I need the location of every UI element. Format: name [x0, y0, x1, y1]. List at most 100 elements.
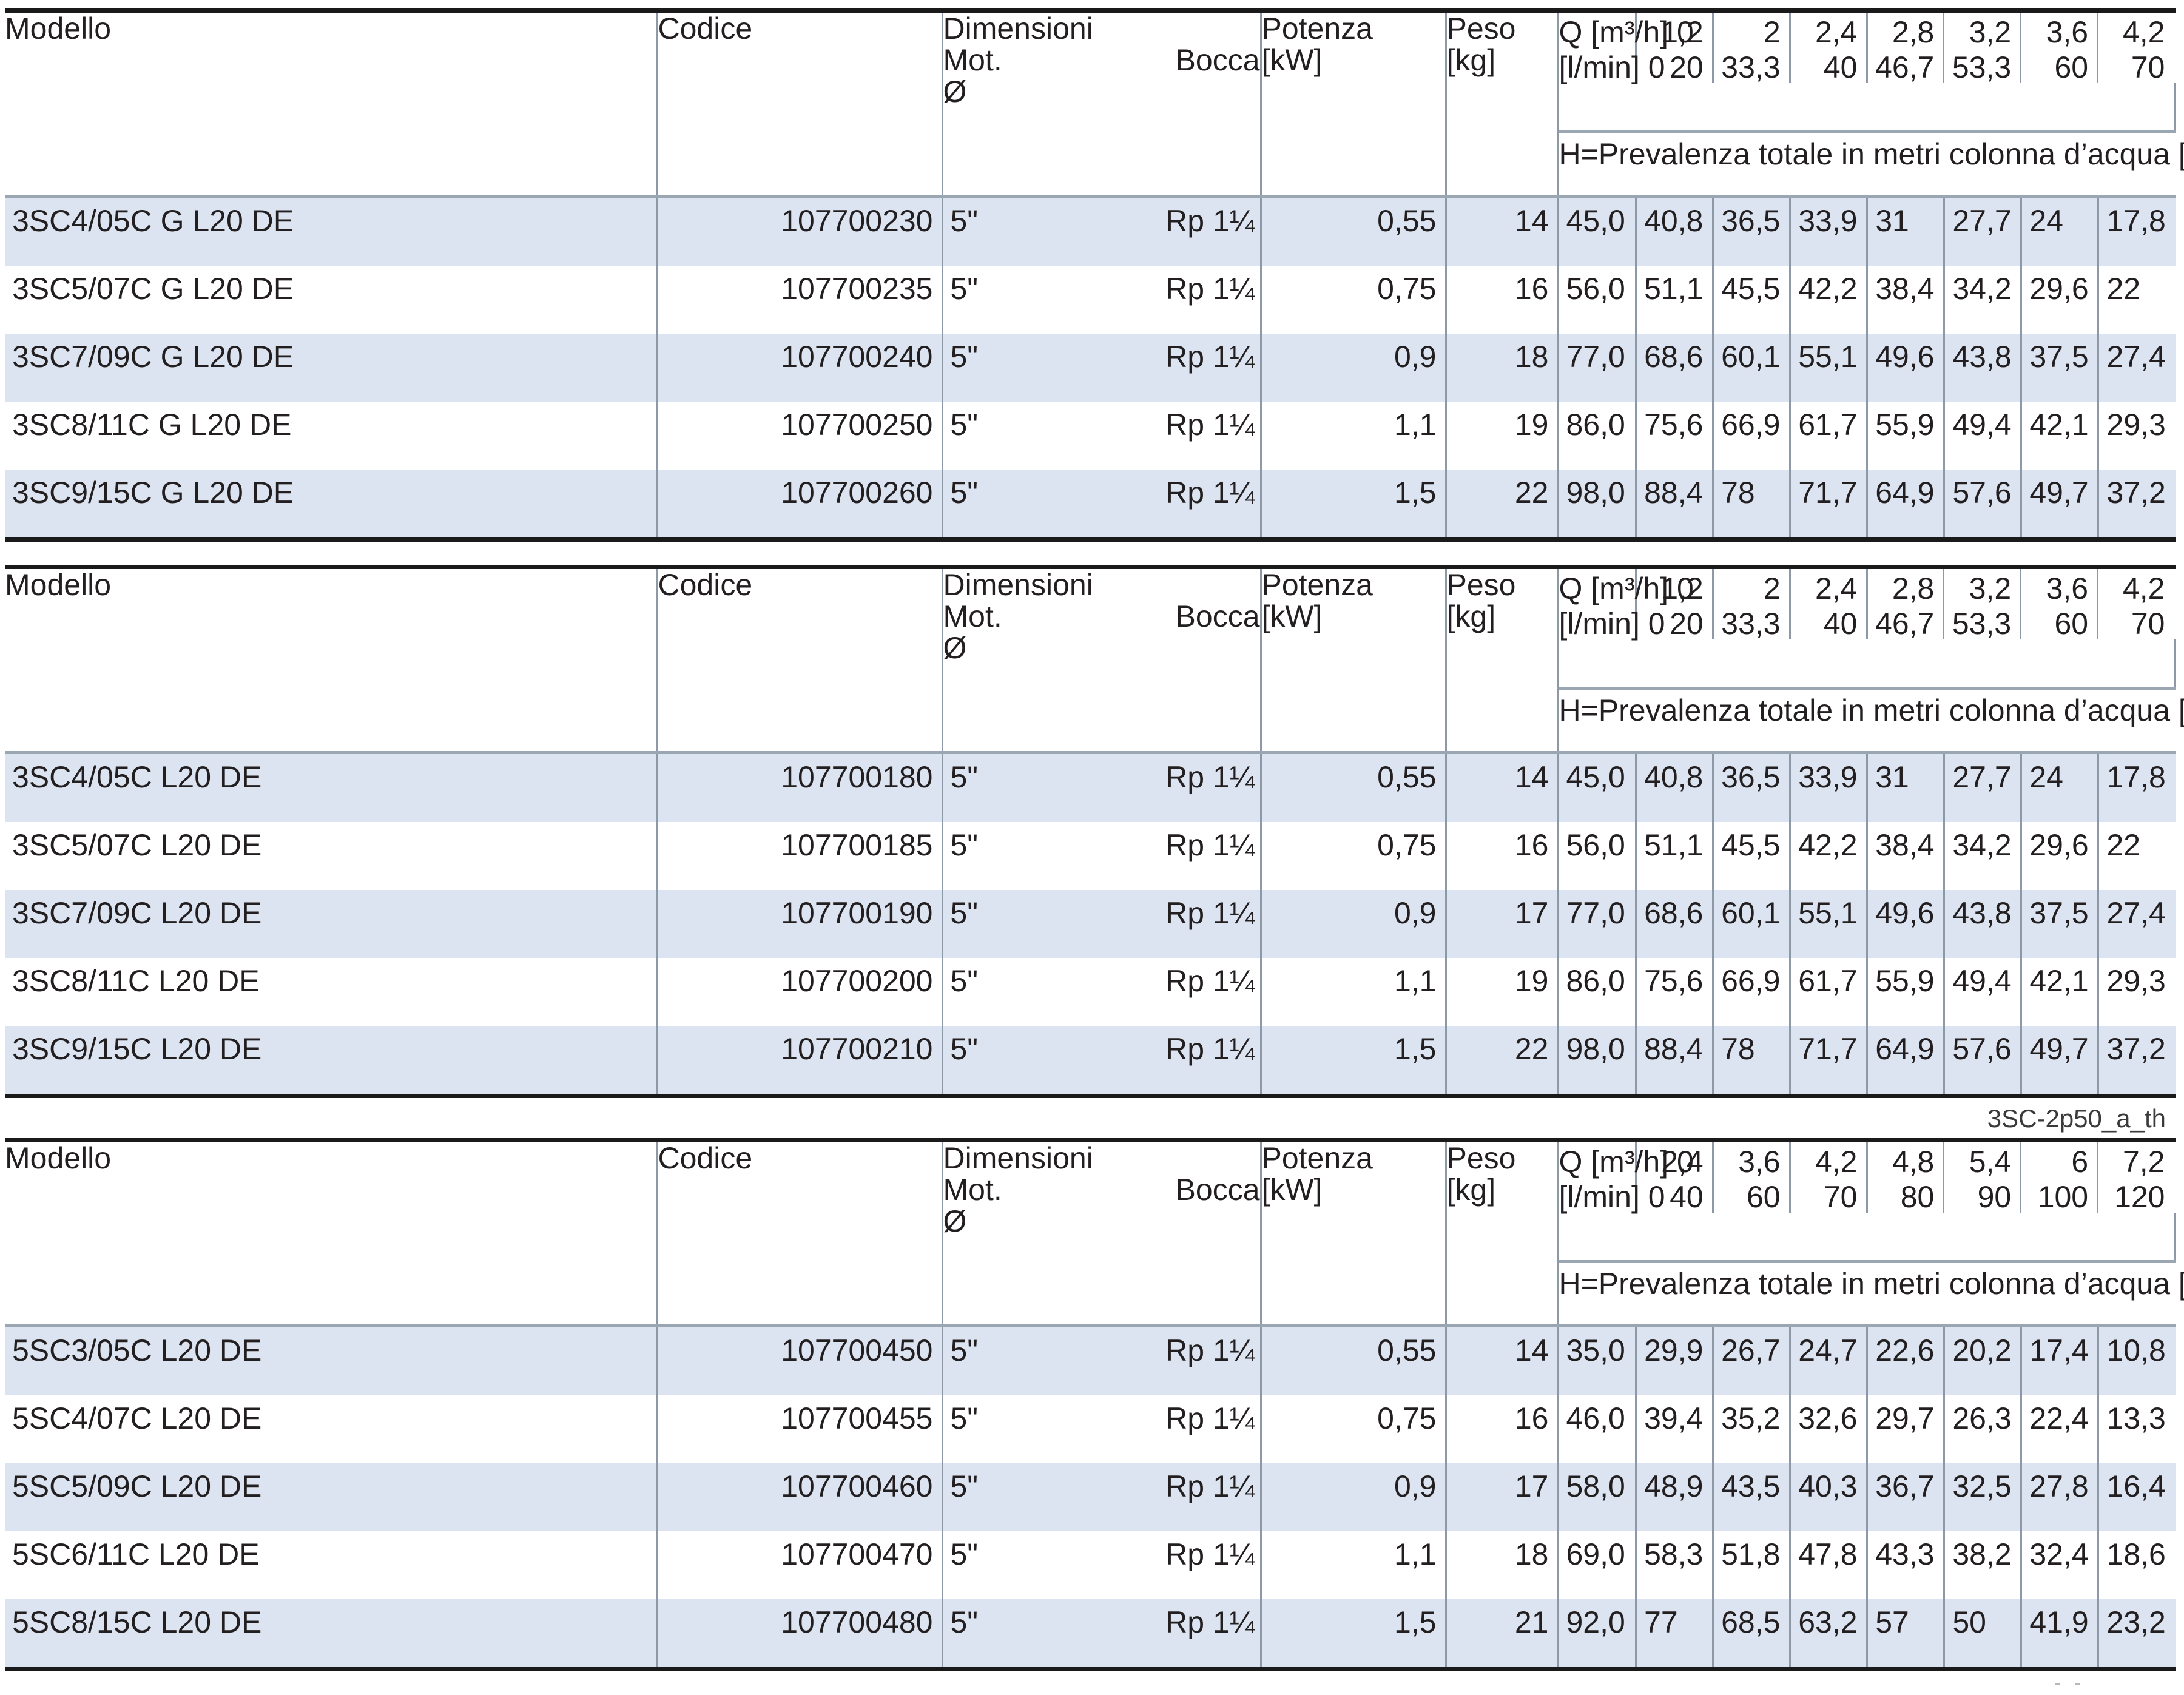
table-row[interactable]: 3SC8/11C G L20 DE 107700250 5" Rp 1¼ 1,1 19 86… — [5, 402, 2176, 470]
head-value-cell: 10,8 — [2106, 1333, 2166, 1367]
cell-head-values: 45,0 40,8 36,5 33,9 31 27,7 24 17,8 — [1558, 754, 2176, 822]
cell-mot-diameter: 5" — [950, 1537, 979, 1571]
col-header-peso: Peso [kg] — [1446, 1142, 1559, 1326]
table-row[interactable]: 3SC9/15C G L20 DE 107700260 5" Rp 1¼ 1,5 22 98… — [5, 470, 2176, 540]
head-value-cell: 40,8 — [1636, 754, 1714, 822]
flow-value-m3h: 2,8 — [1867, 569, 1945, 604]
flow-row-lmin: [l/min] 0 20 33,3 40 46,7 53,3 60 70 — [1559, 48, 2175, 83]
head-value-cell: 46,0 — [1559, 1395, 1637, 1463]
cell-dimensioni: 5" Rp 1¼ — [942, 1463, 1262, 1531]
cell-modello: 5SC5/09C L20 DE — [5, 1463, 658, 1531]
head-legend-row: H=Prevalenza totale in metri colonna d’a… — [1559, 687, 2184, 744]
cell-codice: 107700240 — [657, 334, 943, 402]
flow-value-lmin: 70 — [2131, 50, 2165, 84]
cell-bocca: Rp 1¼ — [1165, 1032, 1255, 1066]
head-value-cell: 17,8 — [2106, 204, 2166, 238]
flow-value-lmin: 20 — [1636, 48, 1714, 83]
head-value-cell: 68,5 — [1713, 1599, 1791, 1667]
head-value-cell: 75,6 — [1636, 958, 1714, 1026]
head-value-cell: 36,5 — [1713, 198, 1791, 266]
cell-dimensioni: 5" Rp 1¼ — [942, 1327, 1262, 1395]
cell-dimensioni: 5" Rp 1¼ — [942, 470, 1262, 540]
head-value-cell: 17,4 — [2021, 1327, 2100, 1395]
head-value-cell: 36,7 — [1867, 1463, 1946, 1531]
table-row[interactable]: 3SC8/11C L20 DE 107700200 5" Rp 1¼ 1,1 19 86,0… — [5, 958, 2176, 1026]
head-value-cell: 45,0 — [1559, 198, 1637, 266]
head-value-cell: 29,6 — [2021, 266, 2100, 334]
cell-codice: 107700210 — [657, 1026, 943, 1096]
cell-potenza: 0,75 — [1261, 266, 1447, 334]
cell-peso: 19 — [1446, 402, 1559, 470]
table-top-rule — [5, 8, 2176, 15]
cell-codice: 107700185 — [657, 822, 943, 890]
flow-value-m3h: 2,4 — [1790, 569, 1868, 604]
head-value-cell: 55,1 — [1790, 890, 1869, 958]
flow-value-lmin: 33,3 — [1713, 604, 1791, 639]
head-value-cell: 49,4 — [1944, 958, 2023, 1026]
cell-peso: 18 — [1446, 334, 1559, 402]
flow-value-lmin: [l/min] 0 — [1559, 1178, 1665, 1213]
flow-value-lmin: 60 — [2020, 48, 2099, 83]
table-row[interactable]: 3SC4/05C L20 DE 107700180 5" Rp 1¼ 0,55 14 45,… — [5, 754, 2176, 822]
head-legend-row: H=Prevalenza totale in metri colonna d’a… — [1559, 130, 2184, 188]
table-row[interactable]: 5SC4/07C L20 DE 107700455 5" Rp 1¼ 0,75 16 46,… — [5, 1395, 2176, 1463]
table-row[interactable]: 3SC5/07C L20 DE 107700185 5" Rp 1¼ 0,75 16 56,… — [5, 822, 2176, 890]
cell-bocca: Rp 1¼ — [1165, 272, 1255, 306]
cell-peso: 14 — [1446, 754, 1559, 822]
dimensioni-sub-mot: Mot. Ø — [943, 599, 1002, 665]
head-values-grid: 77,0 68,6 60,1 55,1 49,6 43,8 37,5 27,4 — [1559, 890, 2176, 958]
cell-bocca: Rp 1¼ — [1165, 896, 1255, 930]
head-value-cell: 51,8 — [1713, 1531, 1791, 1599]
head-value-cell: 38,4 — [1867, 266, 1946, 334]
cell-codice: 107700460 — [657, 1463, 943, 1531]
table-row[interactable]: 3SC4/05C G L20 DE 107700230 5" Rp 1¼ 0,55 14 4… — [5, 198, 2176, 266]
flow-value-m3h: Q [m³/h] 0 — [1559, 569, 1694, 604]
cell-head-values: 46,0 39,4 35,2 32,6 29,7 26,3 22,4 13,3 — [1558, 1395, 2176, 1463]
flow-header-grid: Q [m³/h] 0 2,4 3,6 4,2 4,8 5,4 6 7,2 [l/min] 0 40… — [1559, 1142, 2184, 1318]
cell-bocca: Rp 1¼ — [1165, 204, 1255, 238]
cell-modello: 3SC9/15C L20 DE — [5, 1026, 658, 1096]
head-value-cell: 42,1 — [2021, 958, 2100, 1026]
cell-potenza: 1,5 — [1261, 1599, 1447, 1670]
col-header-modello: Modello — [5, 569, 658, 753]
flow-value-m3h: 4,2 — [2122, 15, 2165, 49]
cell-head-values: 86,0 75,6 66,9 61,7 55,9 49,4 42,1 29,3 — [1558, 958, 2176, 1026]
table-row[interactable]: 3SC7/09C L20 DE 107700190 5" Rp 1¼ 0,9 17 77,0… — [5, 890, 2176, 958]
head-value-cell: 29,3 — [2106, 408, 2166, 442]
flow-value-lmin: 40 — [1790, 48, 1868, 83]
flow-value-lmin: 120 — [2114, 1180, 2165, 1214]
cell-potenza: 0,9 — [1261, 334, 1447, 402]
cell-peso: 21 — [1446, 1599, 1559, 1670]
cell-potenza: 0,55 — [1261, 754, 1447, 822]
table-row[interactable]: 3SC9/15C L20 DE 107700210 5" Rp 1¼ 1,5 22 98,0… — [5, 1026, 2176, 1096]
cell-head-values: 86,0 75,6 66,9 61,7 55,9 49,4 42,1 29,3 — [1558, 402, 2176, 470]
head-value-cell: 29,6 — [2021, 822, 2100, 890]
head-values-grid: 35,0 29,9 26,7 24,7 22,6 20,2 17,4 10,8 — [1559, 1327, 2176, 1395]
cell-bocca: Rp 1¼ — [1165, 1333, 1255, 1367]
cell-codice: 107700250 — [657, 402, 943, 470]
table-bottom-rule — [5, 537, 2176, 544]
table-row[interactable]: 3SC5/07C G L20 DE 107700235 5" Rp 1¼ 0,75 16 5… — [5, 266, 2176, 334]
table-row[interactable]: 5SC5/09C L20 DE 107700460 5" Rp 1¼ 0,9 17 58,0… — [5, 1463, 2176, 1531]
head-value-cell: 31 — [1867, 198, 1946, 266]
table-row[interactable]: 3SC7/09C G L20 DE 107700240 5" Rp 1¼ 0,9 18 77… — [5, 334, 2176, 402]
cell-modello: 5SC4/07C L20 DE — [5, 1395, 658, 1463]
flow-value-m3h: 7,2 — [2122, 1145, 2165, 1179]
cell-modello: 5SC8/15C L20 DE — [5, 1599, 658, 1670]
cell-dimensioni: 5" Rp 1¼ — [942, 266, 1262, 334]
head-values-grid: 56,0 51,1 45,5 42,2 38,4 34,2 29,6 22 — [1559, 266, 2176, 334]
head-value-cell: 61,7 — [1790, 402, 1869, 470]
cell-head-values: 56,0 51,1 45,5 42,2 38,4 34,2 29,6 22 — [1558, 266, 2176, 334]
cell-dimensioni: 5" Rp 1¼ — [942, 198, 1262, 266]
head-value-cell: 29,7 — [1867, 1395, 1946, 1463]
table-header-rule — [5, 195, 2176, 199]
flow-value-lmin: 46,7 — [1867, 48, 1945, 83]
head-value-cell: 32,5 — [1944, 1463, 2023, 1531]
dimensioni-sub-bocca: Bocca — [1175, 599, 1260, 633]
cell-mot-diameter: 5" — [950, 1469, 979, 1503]
table-row[interactable]: 5SC6/11C L20 DE 107700470 5" Rp 1¼ 1,1 18 69,0… — [5, 1531, 2176, 1599]
table-row[interactable]: 5SC3/05C L20 DE 107700450 5" Rp 1¼ 0,55 14 35,… — [5, 1327, 2176, 1395]
flow-row-lmin: [l/min] 0 20 33,3 40 46,7 53,3 60 70 — [1559, 604, 2175, 639]
table-row[interactable]: 5SC8/15C L20 DE 107700480 5" Rp 1¼ 1,5 21 92,0… — [5, 1599, 2176, 1670]
flow-value-lmin: 46,7 — [1867, 604, 1945, 639]
